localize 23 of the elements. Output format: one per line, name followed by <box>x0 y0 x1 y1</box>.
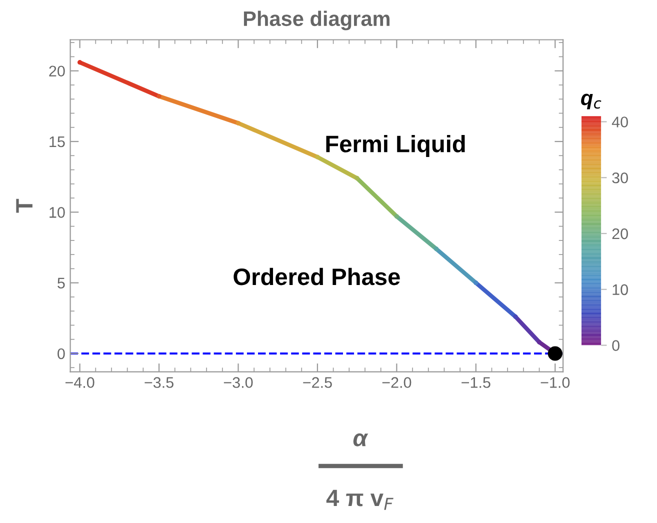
color-bar-title: q$_{c}$ <box>581 94 602 110</box>
y-tick-label: 20 <box>49 66 65 77</box>
color-bar-label: 30 <box>612 172 628 184</box>
text: α 4 π v$_{F}$ <box>326 433 394 510</box>
annotation: Fermi Liquid <box>326 135 465 158</box>
x-tick-label: −3.5 <box>144 377 174 388</box>
x-tick-label: −4.0 <box>65 377 94 388</box>
chart-title: Phase diagram <box>244 10 390 30</box>
x-tick-label: −3.0 <box>224 377 253 388</box>
color-bar-label: 20 <box>612 228 628 240</box>
color-bar-label: 0 <box>612 340 620 351</box>
x-tick-label: −2.0 <box>382 377 412 388</box>
color-bar-label: 10 <box>612 284 628 296</box>
y-tick-label: 5 <box>58 278 65 289</box>
x-tick-label: −1.5 <box>462 377 490 388</box>
x-tick-label: −2.5 <box>303 377 332 388</box>
x-tick-label: −1.0 <box>540 377 570 388</box>
annotation: Ordered Phase <box>234 268 400 286</box>
color-bar-label: 40 <box>612 116 628 128</box>
y-tick-label: 15 <box>50 136 65 148</box>
y-tick-label: 10 <box>50 207 65 218</box>
y-axis-title: T <box>16 198 32 213</box>
y-tick-label: 0 <box>58 348 65 360</box>
